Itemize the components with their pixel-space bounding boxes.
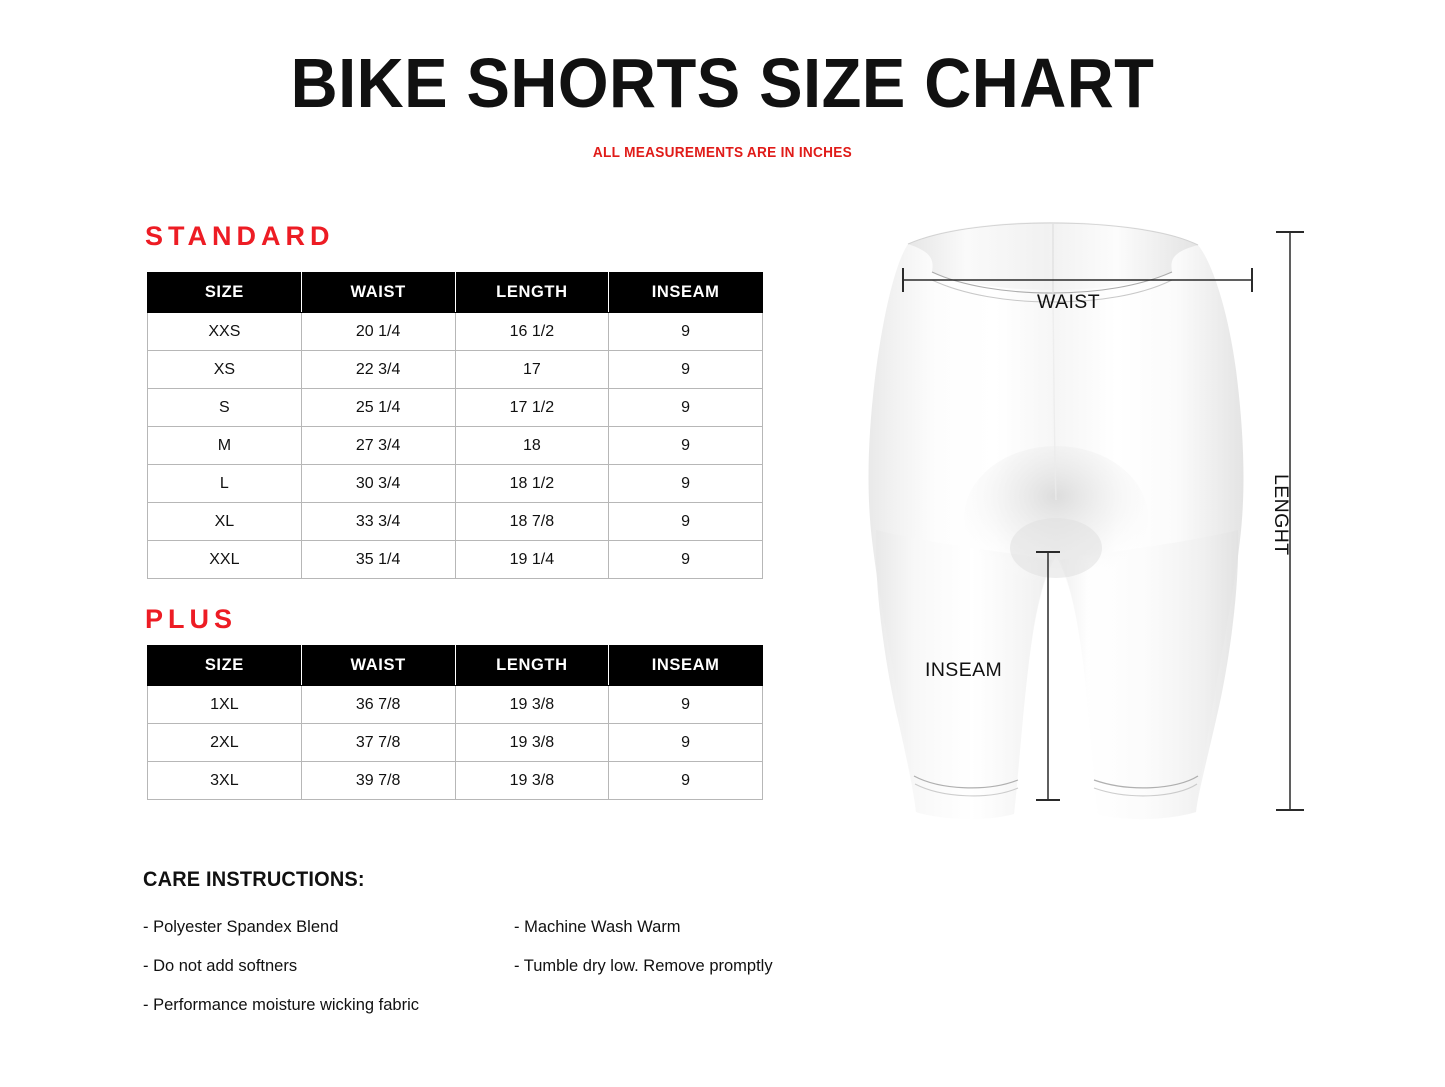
- waistband-top-edge: [907, 222, 1199, 246]
- care-instructions-title: CARE INSTRUCTIONS:: [143, 868, 365, 891]
- size-table-standard: SIZE WAIST LENGTH INSEAM XXS 20 1/4 16 1…: [147, 272, 763, 579]
- cell-size: XXL: [147, 540, 302, 579]
- care-instruction-item: - Performance moisture wicking fabric: [143, 996, 420, 1014]
- length-dimension-label: LENGHT: [1270, 474, 1292, 556]
- cell-size: M: [147, 426, 302, 465]
- care-instruction-item: - Tumble dry low. Remove promptly: [514, 957, 773, 975]
- cell-size: XXS: [147, 312, 302, 351]
- cell-inseam: 9: [608, 426, 763, 465]
- cell-inseam: 9: [608, 388, 763, 427]
- cell-waist: 30 3/4: [300, 464, 456, 503]
- cell-waist: 22 3/4: [300, 350, 456, 389]
- waist-dimension-label: WAIST: [1037, 291, 1101, 313]
- right-hem-line-2: [1093, 783, 1198, 797]
- table-row: S 25 1/4 17 1/2 9: [147, 388, 763, 427]
- table-row: 2XL 37 7/8 19 3/8 9: [147, 723, 763, 762]
- column-header-length: LENGTH: [454, 272, 610, 313]
- cell-size: XL: [147, 502, 302, 541]
- cell-inseam: 9: [608, 685, 763, 724]
- section-heading-standard: STANDARD: [145, 221, 335, 251]
- shorts-right-leg-shading: [1060, 530, 1239, 820]
- section-heading-plus: PLUS: [145, 604, 238, 634]
- cell-length: 17 1/2: [454, 388, 610, 427]
- care-instruction-item: - Machine Wash Warm: [514, 918, 681, 936]
- column-header-inseam: INSEAM: [608, 272, 763, 313]
- left-hem-line-2: [914, 783, 1019, 797]
- cell-inseam: 9: [608, 540, 763, 579]
- measurement-guides: [902, 231, 1304, 811]
- column-header-size: SIZE: [147, 645, 302, 686]
- cell-waist: 37 7/8: [300, 723, 456, 762]
- cell-size: 1XL: [147, 685, 302, 724]
- table-row: XS 22 3/4 17 9: [147, 350, 763, 389]
- cell-size: L: [147, 464, 302, 503]
- waistband-seam-line: [931, 271, 1173, 294]
- cell-inseam: 9: [608, 464, 763, 503]
- cell-size: 3XL: [147, 761, 302, 800]
- cell-length: 19 3/8: [454, 685, 610, 724]
- shorts-silhouette: [868, 222, 1244, 820]
- table-row: XXS 20 1/4 16 1/2 9: [147, 312, 763, 351]
- center-front-seam-lower: [1052, 301, 1057, 501]
- table-row: XXL 35 1/4 19 1/4 9: [147, 540, 763, 579]
- column-header-waist: WAIST: [300, 272, 456, 313]
- table-row: 3XL 39 7/8 19 3/8 9: [147, 761, 763, 800]
- cell-length: 19 3/8: [454, 761, 610, 800]
- page-title: BIKE SHORTS SIZE CHART: [290, 44, 1155, 122]
- size-table-plus: SIZE WAIST LENGTH INSEAM 1XL 36 7/8 19 3…: [147, 645, 763, 800]
- table-header-row: SIZE WAIST LENGTH INSEAM: [147, 645, 763, 686]
- bike-shorts-diagram: [840, 200, 1340, 840]
- cell-inseam: 9: [608, 350, 763, 389]
- cell-inseam: 9: [608, 723, 763, 762]
- column-header-size: SIZE: [147, 272, 302, 313]
- cell-inseam: 9: [608, 761, 763, 800]
- column-header-length: LENGTH: [454, 645, 610, 686]
- right-hem-line: [1093, 775, 1199, 789]
- cell-waist: 25 1/4: [300, 388, 456, 427]
- inseam-dimension-label: INSEAM: [925, 659, 1003, 681]
- cell-length: 19 1/4: [454, 540, 610, 579]
- cell-waist: 35 1/4: [300, 540, 456, 579]
- table-row: L 30 3/4 18 1/2 9: [147, 464, 763, 503]
- cell-length: 17: [454, 350, 610, 389]
- cell-waist: 36 7/8: [300, 685, 456, 724]
- cell-waist: 39 7/8: [300, 761, 456, 800]
- cell-inseam: 9: [608, 502, 763, 541]
- shorts-left-leg-shading: [875, 530, 1052, 820]
- column-header-waist: WAIST: [300, 645, 456, 686]
- crotch-shading-inner: [1010, 518, 1102, 578]
- column-header-inseam: INSEAM: [608, 645, 763, 686]
- cell-length: 16 1/2: [454, 312, 610, 351]
- cell-length: 19 3/8: [454, 723, 610, 762]
- page-subtitle: ALL MEASUREMENTS ARE IN INCHES: [592, 145, 853, 161]
- care-instruction-item: - Do not add softners: [143, 957, 298, 975]
- cell-length: 18 7/8: [454, 502, 610, 541]
- cell-waist: 20 1/4: [300, 312, 456, 351]
- cell-size: XS: [147, 350, 302, 389]
- left-hem-line: [913, 775, 1019, 789]
- table-row: XL 33 3/4 18 7/8 9: [147, 502, 763, 541]
- cell-length: 18: [454, 426, 610, 465]
- care-instruction-item: - Polyester Spandex Blend: [143, 918, 339, 936]
- cell-inseam: 9: [608, 312, 763, 351]
- table-row: M 27 3/4 18 9: [147, 426, 763, 465]
- cell-waist: 27 3/4: [300, 426, 456, 465]
- cell-length: 18 1/2: [454, 464, 610, 503]
- cell-waist: 33 3/4: [300, 502, 456, 541]
- cell-size: S: [147, 388, 302, 427]
- table-header-row: SIZE WAIST LENGTH INSEAM: [147, 272, 763, 313]
- cell-size: 2XL: [147, 723, 302, 762]
- table-row: 1XL 36 7/8 19 3/8 9: [147, 685, 763, 724]
